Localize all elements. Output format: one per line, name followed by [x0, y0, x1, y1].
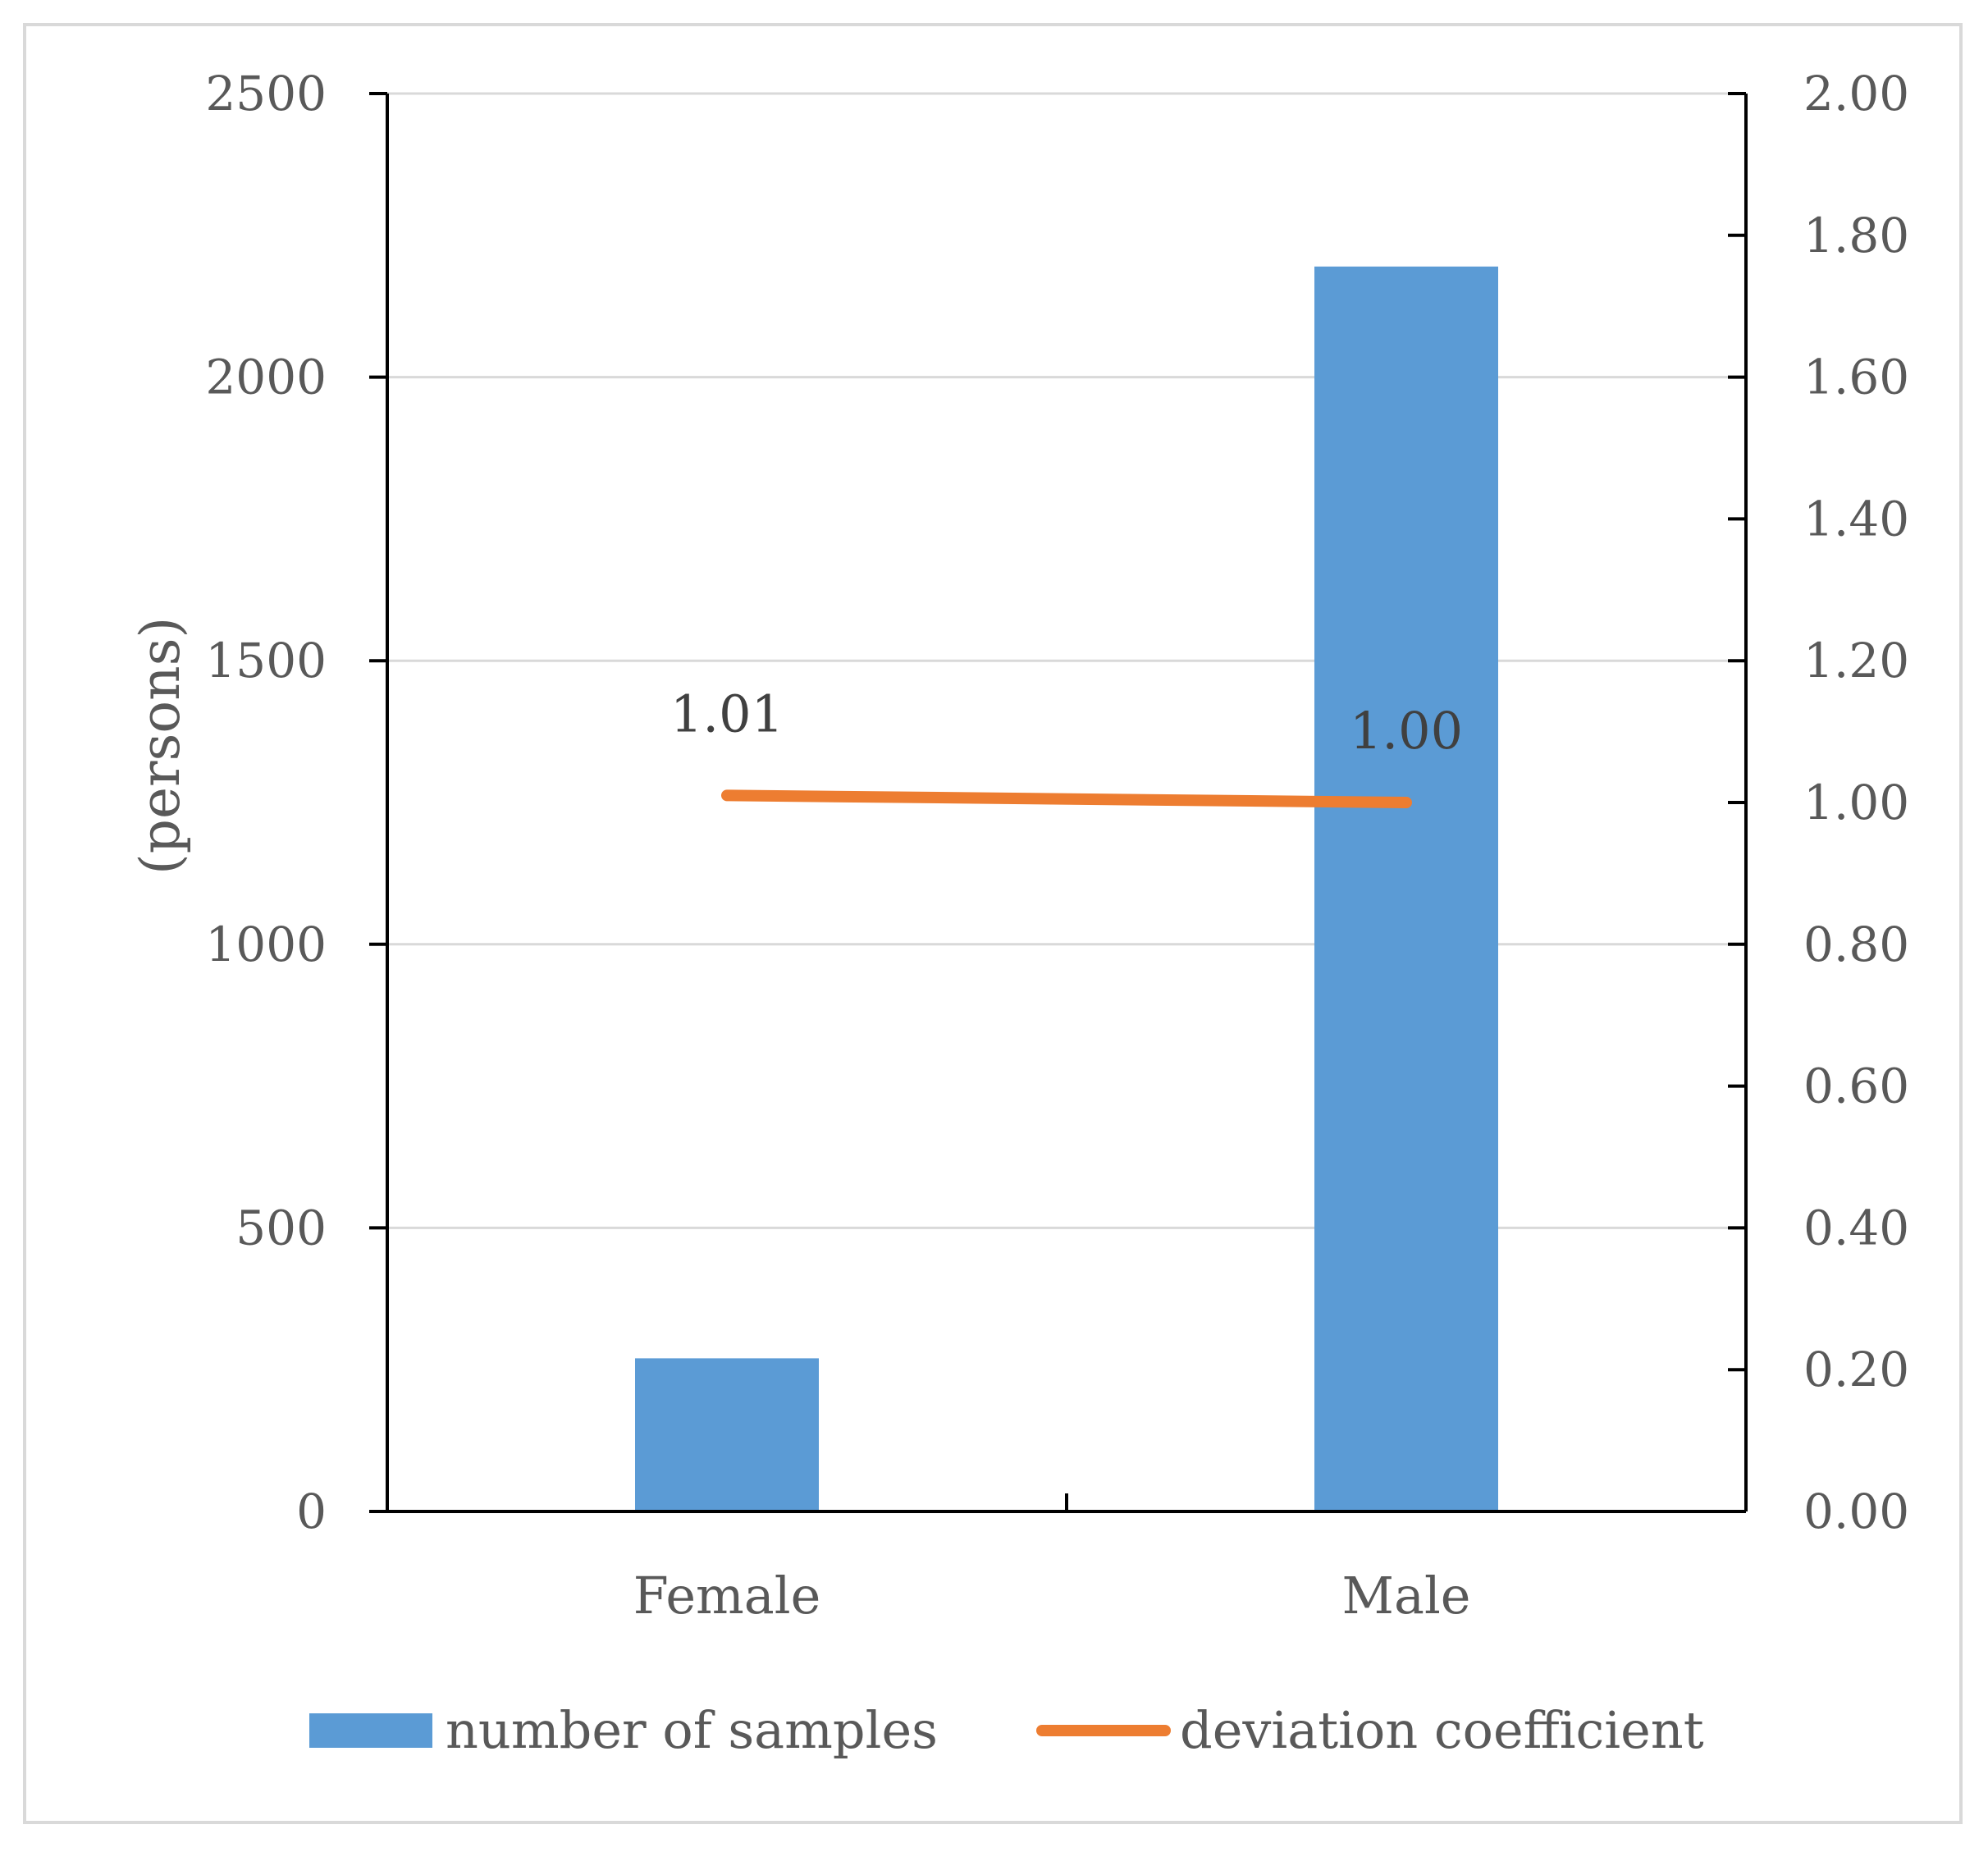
- right-tick-label: 0.20: [1803, 1342, 1909, 1397]
- data-label-female: 1.01: [670, 684, 784, 743]
- left-tick-label: 1000: [205, 917, 327, 972]
- deviation-coefficient-point: [1405, 802, 1407, 803]
- chart-frame: [23, 23, 1963, 1824]
- right-tick-label: 0.80: [1803, 917, 1909, 972]
- labels: 0 500 1000 1500 2000 2500 0.00 0.20 0.40 0.60 0.80…: [129, 66, 1909, 1626]
- right-tick-label: 1.80: [1803, 208, 1909, 263]
- axes: [369, 92, 1748, 1513]
- legend-label-bars: number of samples: [446, 1700, 938, 1760]
- x-tick-label-female: Female: [633, 1566, 821, 1626]
- bar-female: [635, 1358, 819, 1511]
- data-label-male: 1.00: [1350, 701, 1463, 761]
- bar-male: [1314, 266, 1498, 1511]
- left-tick-label: 500: [235, 1200, 327, 1255]
- left-tick-label: 2500: [205, 66, 327, 121]
- right-tick-label: 0.00: [1803, 1484, 1909, 1539]
- right-tick-label: 1.20: [1803, 633, 1909, 688]
- right-tick-label: 2.00: [1803, 66, 1909, 121]
- left-tick-label: 2000: [205, 350, 327, 405]
- left-tick-label: 1500: [205, 633, 327, 688]
- right-tick-label: 1.40: [1803, 491, 1909, 546]
- line-series: [721, 789, 1412, 808]
- bars: [635, 266, 1498, 1511]
- legend: number of samples deviation coefficient: [309, 1700, 1704, 1760]
- right-tick-label: 0.40: [1803, 1200, 1909, 1255]
- legend-swatch-bars: [309, 1713, 432, 1748]
- right-tick-label: 1.00: [1803, 775, 1909, 830]
- deviation-coefficient-point: [726, 794, 728, 797]
- left-tick-label: 0: [296, 1484, 327, 1539]
- right-tick-label: 1.60: [1803, 350, 1909, 405]
- legend-label-line: deviation coefficient: [1180, 1700, 1704, 1760]
- deviation-coefficient-line: [721, 789, 1412, 808]
- x-tick-label-male: Male: [1342, 1566, 1471, 1626]
- right-tick-label: 0.60: [1803, 1059, 1909, 1114]
- y-axis-title: (persons): [129, 617, 192, 875]
- gridlines: [387, 92, 1746, 1229]
